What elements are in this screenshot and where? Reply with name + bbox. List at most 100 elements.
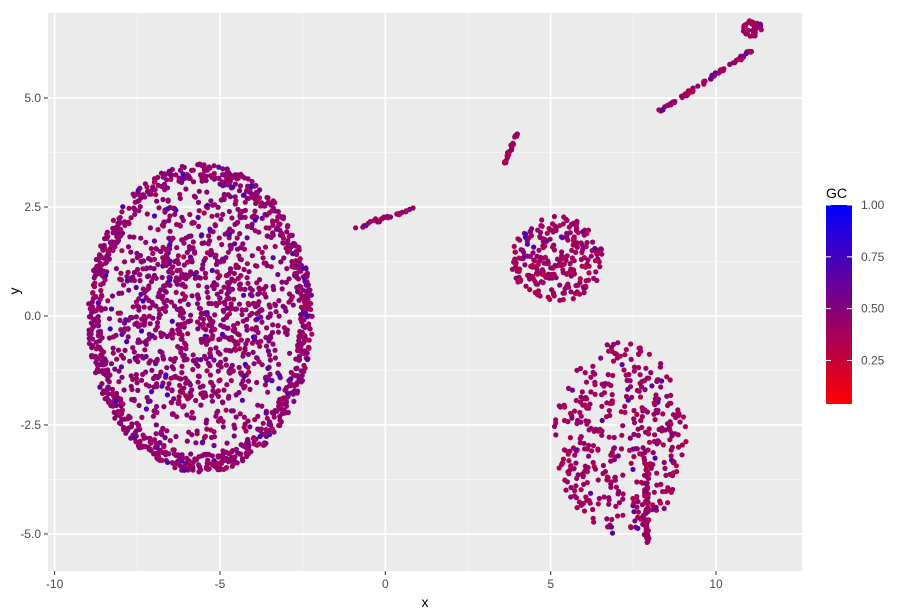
scatter-point (599, 417, 605, 424)
scatter-point (667, 427, 673, 433)
scatter-point (177, 388, 183, 395)
scatter-point (142, 339, 148, 345)
scatter-point (593, 250, 600, 256)
scatter-point (106, 385, 112, 391)
scatter-point (93, 346, 99, 352)
scatter-point (631, 509, 637, 515)
scatter-point (587, 401, 593, 407)
scatter-point (506, 152, 512, 158)
scatter-point (265, 233, 271, 239)
scatter-point (234, 460, 240, 466)
scatter-point (237, 210, 243, 216)
scatter-point (103, 272, 109, 278)
scatter-point (564, 230, 570, 236)
scatter-point (181, 403, 187, 409)
scatter-point (237, 286, 243, 292)
y-tick-label: -2.5 (20, 418, 41, 432)
scatter-point (170, 235, 176, 241)
scatter-point (680, 414, 687, 420)
scatter-point (278, 259, 284, 265)
scatter-point (201, 210, 207, 216)
scatter-point (210, 333, 216, 339)
scatter-point (643, 524, 649, 530)
scatter-point (269, 378, 275, 384)
scatter-point (180, 237, 186, 243)
scatter-point (177, 195, 183, 201)
scatter-point (275, 323, 281, 329)
scatter-point (141, 290, 147, 296)
scatter-point (200, 394, 206, 400)
scatter-point (266, 421, 272, 428)
scatter-point (572, 408, 578, 414)
scatter-point (105, 368, 111, 375)
scatter-point (566, 385, 572, 391)
scatter-point (631, 500, 637, 506)
scatter-point (201, 168, 208, 174)
scatter-point (622, 403, 628, 409)
scatter-point (568, 289, 574, 295)
scatter-point (284, 224, 290, 230)
scatter-point (144, 184, 150, 190)
scatter-point (113, 398, 119, 404)
scatter-point (219, 241, 225, 248)
scatter-point (133, 299, 139, 305)
scatter-point (187, 211, 193, 218)
scatter-point (660, 442, 666, 448)
scatter-point (613, 484, 620, 490)
scatter-point (179, 336, 185, 342)
scatter-point (193, 269, 199, 276)
scatter-point (237, 256, 243, 262)
scatter-point (211, 163, 217, 169)
scatter-point (131, 206, 138, 212)
scatter-point (539, 271, 545, 277)
scatter-point (88, 314, 94, 320)
scatter-point (293, 243, 299, 249)
scatter-point (226, 311, 233, 317)
scatter-point (275, 271, 281, 278)
scatter-point (132, 430, 138, 436)
scatter-point (673, 463, 680, 469)
scatter-point (631, 416, 637, 422)
scatter-point (302, 365, 308, 371)
scatter-point (165, 385, 171, 391)
scatter-point (287, 319, 293, 325)
scatter-point (179, 163, 185, 170)
scatter-point (155, 182, 161, 188)
y-tick-label: 0.0 (24, 309, 41, 323)
scatter-point (637, 394, 644, 400)
scatter-point (702, 78, 708, 84)
scatter-point (219, 460, 225, 466)
scatter-point (535, 262, 541, 268)
scatter-point (196, 223, 202, 229)
scatter-point (186, 380, 192, 386)
scatter-point (238, 337, 244, 343)
scatter-point (134, 380, 140, 386)
scatter-point (303, 266, 309, 272)
legend-colorbar (826, 205, 852, 404)
scatter-point (593, 269, 599, 275)
scatter-point (584, 261, 590, 267)
scatter-point (185, 175, 191, 181)
scatter-point (145, 399, 151, 405)
scatter-point (635, 509, 642, 515)
scatter-point (232, 194, 238, 200)
scatter-point (613, 503, 619, 509)
scatter-point (253, 200, 259, 207)
scatter-point (131, 234, 137, 240)
scatter-point (548, 265, 554, 271)
scatter-point (194, 428, 200, 434)
scatter-point (642, 493, 648, 499)
scatter-point (573, 227, 580, 234)
scatter-point (220, 166, 226, 172)
scatter-point (137, 278, 143, 284)
scatter-point (243, 307, 249, 313)
scatter-point (133, 372, 139, 378)
scatter-point (188, 312, 194, 318)
scatter-point (578, 413, 584, 419)
scatter-point (214, 461, 220, 467)
scatter-point (164, 428, 170, 434)
scatter-point (231, 433, 237, 439)
scatter-point (259, 319, 265, 325)
scatter-point (255, 291, 261, 297)
scatter-point (224, 325, 230, 331)
